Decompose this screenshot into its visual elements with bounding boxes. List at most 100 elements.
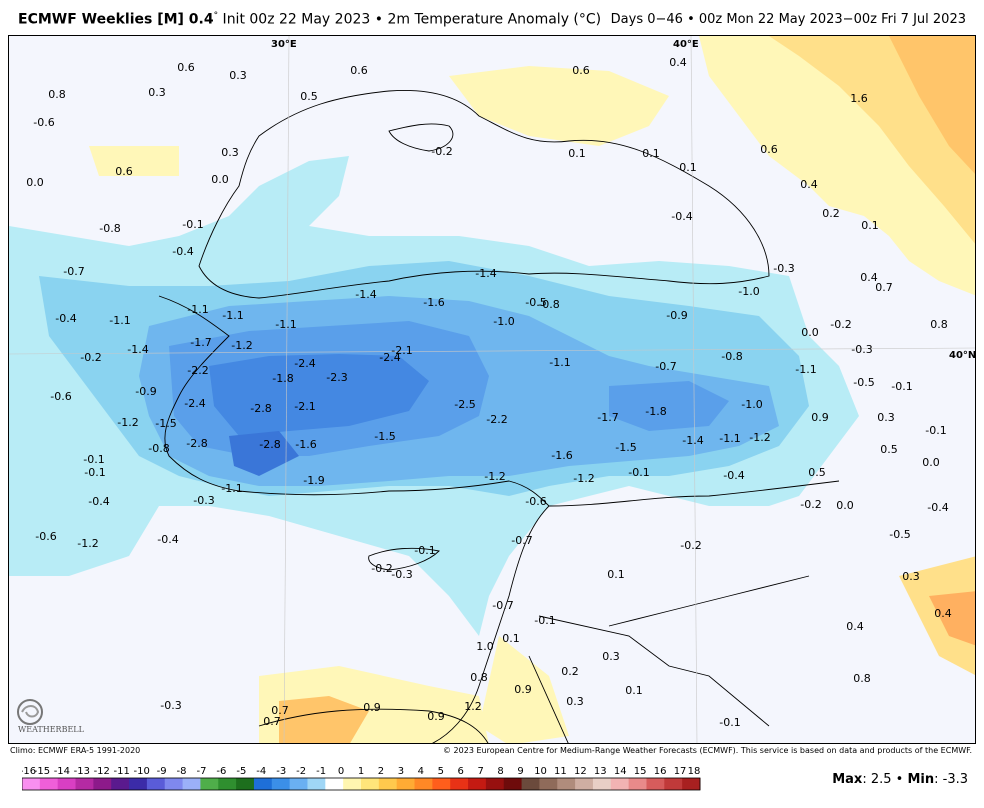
anomaly-value: -1.1 [221, 482, 242, 495]
anomaly-value: -0.1 [719, 716, 740, 729]
color-legend: -16-15-14-13-12-11-10-9-8-7-6-5-4-3-2-10… [22, 766, 701, 791]
anomaly-value: 0.4 [800, 178, 818, 191]
anomaly-value: -0.1 [83, 453, 104, 466]
anomaly-value: -0.3 [773, 262, 794, 275]
grid-label: 40°N [949, 350, 976, 361]
legend-swatch [271, 778, 291, 790]
anomaly-value: 0.0 [922, 456, 940, 469]
min-label: Min [907, 772, 935, 787]
legend-tick-label: 13 [594, 766, 607, 777]
anomaly-value: -0.4 [157, 533, 178, 546]
map-canvas: 30°E 40°E 40°N 0.6 0.3 0.6 0.6 0.4 0.8 0.3 0.5 1.6… [9, 36, 976, 743]
cold-anomaly-areas [9, 156, 859, 636]
anomaly-value: -1.4 [475, 267, 496, 280]
anomaly-value: -1.4 [682, 434, 703, 447]
grid-label: 40°E [673, 39, 699, 50]
legend-tick-label: -16 [22, 766, 36, 777]
legend-swatch [307, 778, 326, 790]
product-name: ECMWF Weeklies [M] 0.4 [18, 11, 214, 28]
anomaly-value: -0.3 [851, 343, 872, 356]
anomaly-value: -0.6 [525, 495, 546, 508]
legend-swatch [218, 778, 237, 790]
anomaly-value: 0.3 [877, 411, 895, 424]
anomaly-value: -1.1 [795, 363, 816, 376]
anomaly-value: 0.2 [822, 207, 840, 220]
legend-tick-label: 0 [338, 766, 344, 777]
anomaly-value: 0.6 [760, 143, 778, 156]
anomaly-value: 0.5 [808, 466, 826, 479]
legend-tick-label: 16 [654, 766, 667, 777]
anomaly-value: 0.1 [502, 632, 520, 645]
legend-swatch [146, 778, 166, 790]
anomaly-value: 0.6 [115, 165, 133, 178]
legend-swatch [343, 778, 362, 790]
anomaly-value: -1.1 [719, 432, 740, 445]
min-value: : -3.3 [934, 772, 968, 787]
legend-swatch [592, 778, 612, 790]
legend-swatch [432, 778, 451, 790]
anomaly-map: 30°E 40°E 40°N 0.6 0.3 0.6 0.6 0.4 0.8 0.3 0.5 1.6… [8, 35, 976, 744]
anomaly-value: -0.5 [853, 376, 874, 389]
anomaly-value: -1.6 [551, 449, 572, 462]
anomaly-value: -0.3 [160, 699, 181, 712]
legend-swatch [468, 778, 487, 790]
anomaly-value: 0.4 [669, 56, 687, 69]
anomaly-value: 0.3 [148, 86, 166, 99]
anomaly-value: 0.4 [934, 607, 952, 620]
anomaly-value: 0.1 [861, 219, 879, 232]
legend-swatch [503, 778, 523, 790]
anomaly-value: -1.4 [355, 288, 376, 301]
anomaly-value: -0.3 [193, 494, 214, 507]
legend-tick-label: -4 [256, 766, 266, 777]
max-value: : 2.5 • [862, 772, 908, 787]
anomaly-value: -1.2 [117, 416, 138, 429]
anomaly-value: -1.9 [303, 474, 324, 487]
anomaly-value: -0.2 [830, 318, 851, 331]
anomaly-value: -2.4 [184, 397, 205, 410]
degree-sup: ° [213, 11, 219, 21]
legend-tick-label: -8 [177, 766, 187, 777]
anomaly-value: -0.8 [721, 350, 742, 363]
legend-tick-label: -10 [133, 766, 149, 777]
legend-tick-label: 8 [497, 766, 503, 777]
anomaly-value: -0.5 [889, 528, 910, 541]
legend-swatch [39, 778, 59, 790]
legend-tick-label: 3 [398, 766, 404, 777]
legend-tick-label: 18 [688, 766, 701, 777]
climo-note: Climo: ECMWF ERA-5 1991-2020 [10, 746, 141, 755]
anomaly-value: -0.4 [723, 469, 744, 482]
anomaly-value: -1.2 [573, 472, 594, 485]
anomaly-value: 0.1 [642, 147, 660, 160]
legend-swatch [646, 778, 665, 790]
legend-swatch [93, 778, 112, 790]
anomaly-value: 1.6 [850, 92, 868, 105]
anomaly-value: 0.1 [625, 684, 643, 697]
coastlines [158, 89, 840, 743]
anomaly-value: -0.4 [88, 495, 109, 508]
legend-tick-label: -3 [276, 766, 286, 777]
anomaly-value: -1.2 [77, 537, 98, 550]
legend-swatch [682, 778, 701, 790]
anomaly-value: 0.1 [607, 568, 625, 581]
anomaly-value: -2.4 [294, 357, 315, 370]
anomaly-value: -0.4 [671, 210, 692, 223]
anomaly-value: -1.0 [741, 398, 762, 411]
legend-swatch [450, 778, 469, 790]
legend-tick-label: 7 [477, 766, 483, 777]
legend-tick-label: 12 [574, 766, 587, 777]
anomaly-value: -1.5 [155, 417, 176, 430]
anomaly-value: -1.5 [374, 430, 395, 443]
legend-tick-label: 15 [634, 766, 647, 777]
anomaly-value: -0.1 [182, 218, 203, 231]
anomaly-value: -0.2 [431, 145, 452, 158]
legend-swatch [628, 778, 647, 790]
anomaly-value: -0.2 [680, 539, 701, 552]
anomaly-value: -1.1 [222, 309, 243, 322]
anomaly-value: 0.1 [568, 147, 586, 160]
legend-swatch [378, 778, 398, 790]
legend-swatch [182, 778, 201, 790]
anomaly-value: -0.1 [925, 424, 946, 437]
warm-anomaly-areas [89, 36, 975, 743]
anomaly-value: -0.9 [135, 385, 156, 398]
legend-tick-label: 1 [358, 766, 364, 777]
